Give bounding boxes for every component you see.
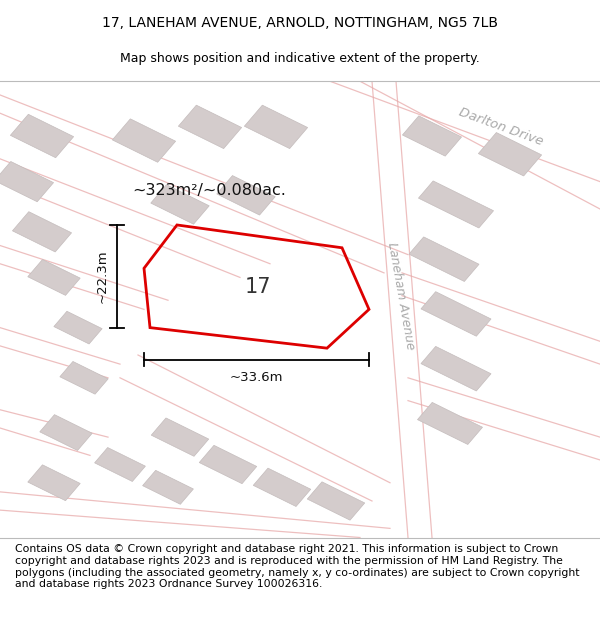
Polygon shape <box>13 212 71 252</box>
Text: ~323m²/~0.080ac.: ~323m²/~0.080ac. <box>132 183 286 198</box>
Polygon shape <box>478 132 542 176</box>
Polygon shape <box>28 465 80 501</box>
Text: ~22.3m: ~22.3m <box>95 249 109 303</box>
Polygon shape <box>112 119 176 162</box>
Polygon shape <box>0 161 53 202</box>
Text: Map shows position and indicative extent of the property.: Map shows position and indicative extent… <box>120 52 480 65</box>
Polygon shape <box>418 402 482 444</box>
Polygon shape <box>217 176 275 215</box>
Polygon shape <box>151 185 209 224</box>
Polygon shape <box>10 114 74 158</box>
Polygon shape <box>54 311 102 344</box>
Text: Darlton Drive: Darlton Drive <box>457 106 545 148</box>
Polygon shape <box>403 116 461 156</box>
Polygon shape <box>199 446 257 484</box>
Polygon shape <box>244 105 308 149</box>
Text: Laneham Avenue: Laneham Avenue <box>385 241 416 351</box>
Text: ~33.6m: ~33.6m <box>230 371 283 384</box>
Polygon shape <box>28 259 80 296</box>
Polygon shape <box>409 237 479 281</box>
Polygon shape <box>253 468 311 506</box>
Polygon shape <box>418 181 494 228</box>
Polygon shape <box>421 292 491 336</box>
Polygon shape <box>40 414 92 451</box>
Polygon shape <box>421 346 491 391</box>
Polygon shape <box>307 482 365 520</box>
Polygon shape <box>95 448 145 481</box>
Polygon shape <box>178 105 242 149</box>
Polygon shape <box>60 361 108 394</box>
Polygon shape <box>151 418 209 456</box>
Text: 17: 17 <box>245 276 271 296</box>
Text: 17, LANEHAM AVENUE, ARNOLD, NOTTINGHAM, NG5 7LB: 17, LANEHAM AVENUE, ARNOLD, NOTTINGHAM, … <box>102 16 498 30</box>
Polygon shape <box>143 471 193 504</box>
Text: Contains OS data © Crown copyright and database right 2021. This information is : Contains OS data © Crown copyright and d… <box>15 544 580 589</box>
